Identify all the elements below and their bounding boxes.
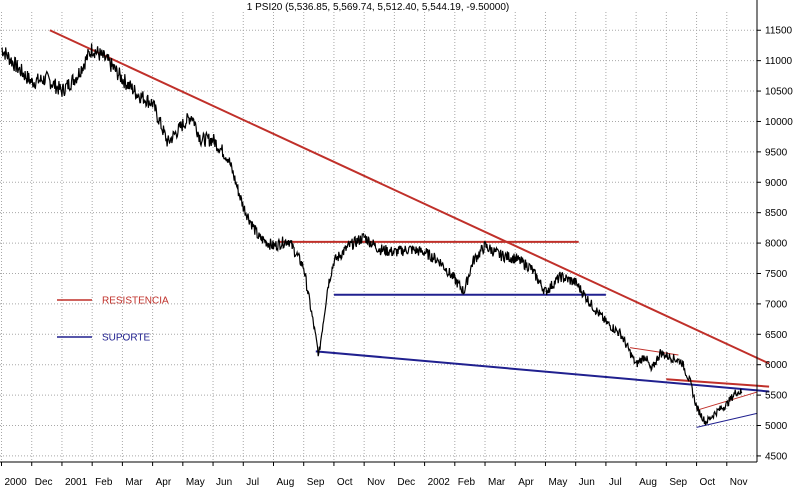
y-tick-label: 4500 <box>765 451 788 462</box>
x-tick-label: Sep <box>307 477 325 488</box>
y-tick-label: 10500 <box>765 87 793 98</box>
x-tick-label: Aug <box>639 477 657 488</box>
x-tick-label: Nov <box>730 477 748 488</box>
x-tick-label: Sep <box>669 477 687 488</box>
x-tick-label: May <box>548 477 567 488</box>
y-tick-label: 5000 <box>765 421 788 432</box>
x-tick-label: Dec <box>397 477 415 488</box>
x-tick-label: Oct <box>700 477 716 488</box>
x-tick-label: Feb <box>458 477 476 488</box>
legend: RESISTENCIA SUPORTE <box>57 296 169 344</box>
x-tick-label: 2000 <box>5 477 28 488</box>
x-tick-label: Apr <box>156 477 172 488</box>
y-tick-label: 6500 <box>765 330 788 341</box>
x-tick-label: Apr <box>518 477 534 488</box>
axis-layer: 4500 5000 5500 6000 6500 7000 7500 8000 8500 9000… <box>0 0 793 488</box>
x-tick-label: Aug <box>276 477 294 488</box>
y-tick-label: 5500 <box>765 391 788 402</box>
x-tick-label: 2002 <box>428 477 451 488</box>
y-tick-label: 8000 <box>765 239 788 250</box>
x-tick-label: Jun <box>579 477 595 488</box>
y-tick-label: 9500 <box>765 147 788 158</box>
y-tick-label: 9000 <box>765 178 788 189</box>
x-tick-label: Oct <box>337 477 353 488</box>
x-tick-label: Dec <box>35 477 53 488</box>
y-tick-label: 8500 <box>765 208 788 219</box>
y-tick-label: 10000 <box>765 117 793 128</box>
x-tick-label: May <box>186 477 205 488</box>
y-tick-label: 7000 <box>765 299 788 310</box>
trendline-lower-resistance <box>666 378 770 388</box>
trendline-channel-bottom <box>696 412 758 428</box>
y-tick-label: 7500 <box>765 269 788 280</box>
x-tick-label: Jun <box>216 477 232 488</box>
x-tick-label: Jul <box>609 477 622 488</box>
chart-title: 1 PSI20 (5,536.85, 5,569.74, 5,512.40, 5… <box>246 2 510 13</box>
x-tick-label: Jul <box>246 477 259 488</box>
y-tick-label: 6000 <box>765 360 788 371</box>
x-tick-label: Mar <box>125 477 143 488</box>
legend-label: RESISTENCIA <box>102 296 169 307</box>
legend-label: SUPORTE <box>102 333 150 344</box>
y-tick-label: 11000 <box>765 56 793 67</box>
x-tick-label: Nov <box>367 477 385 488</box>
x-tick-label: Feb <box>95 477 113 488</box>
x-tick-label: Mar <box>488 477 506 488</box>
price-layer <box>1 43 743 426</box>
x-tick-label: 2001 <box>65 477 88 488</box>
grid-layer <box>0 12 757 462</box>
trendline-main-support <box>315 350 770 393</box>
trendline-layer <box>49 29 770 428</box>
trendline-main-resistance <box>49 29 770 365</box>
trendline-short-flag <box>630 347 679 356</box>
y-tick-label: 11500 <box>765 26 793 37</box>
price-line <box>1 43 743 426</box>
